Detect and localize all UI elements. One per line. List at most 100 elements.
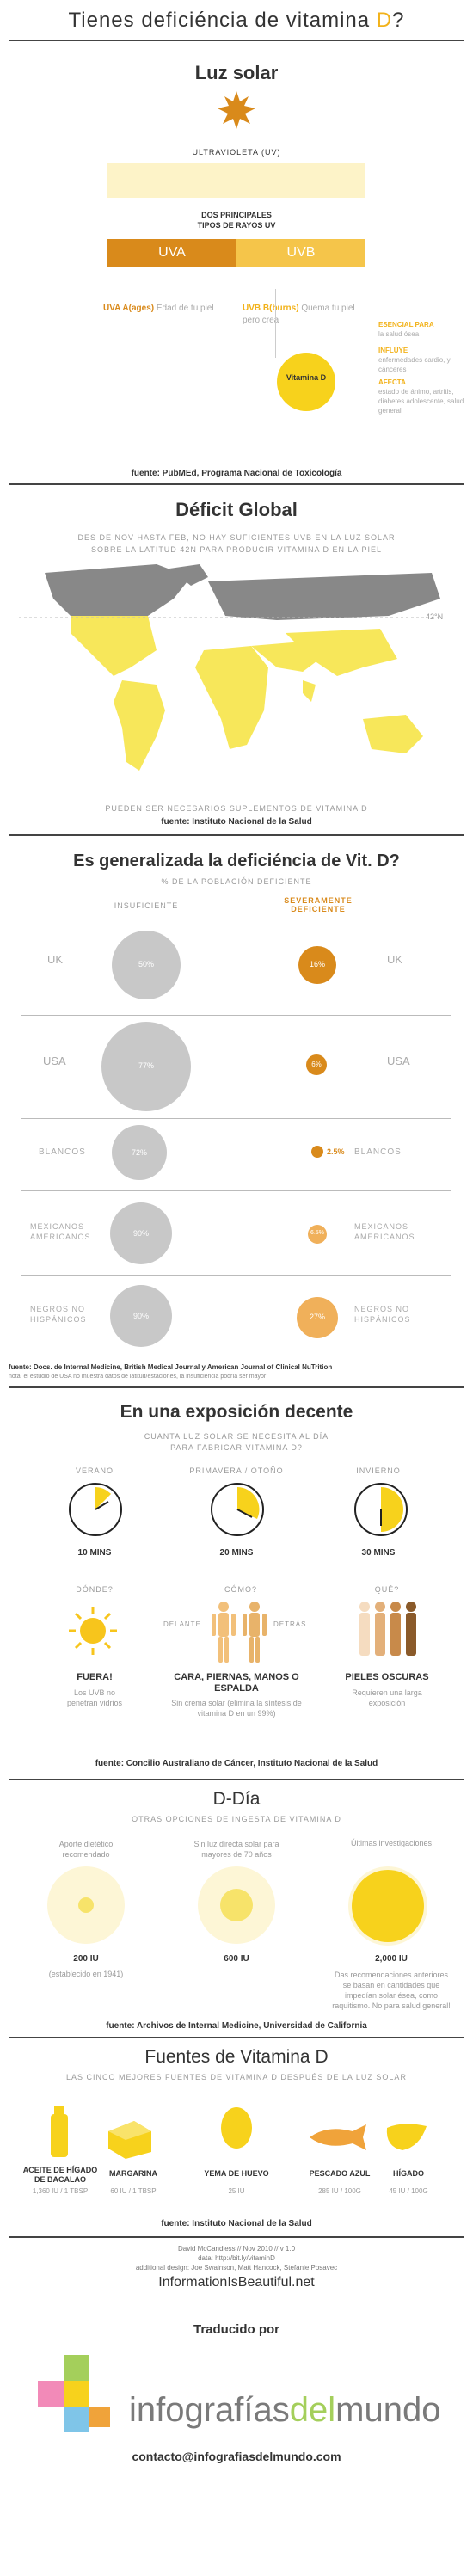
uva-desc: UVA A(ages) Edad de tu piel <box>103 304 214 313</box>
question-what: QUÉ? <box>374 1585 400 1594</box>
severe-circle <box>297 1297 338 1338</box>
liver-icon <box>385 2121 428 2152</box>
connector <box>275 289 276 358</box>
row-label-right: USA <box>387 1054 410 1067</box>
dose-desc: (establecido en 1941) <box>48 1970 124 1978</box>
global-bottom-note: PUEDEN SER NECESARIOS SUPLEMENTOS DE VIT… <box>105 804 368 813</box>
latitude-label: 42°N <box>426 612 444 621</box>
vitamin-d-label: Vitamina D <box>286 373 327 382</box>
source-global: fuente: Instituto Nacional de la Salud <box>161 817 312 827</box>
ddia-subtitle: OTRAS OPCIONES DE INGESTA DE VITAMINA D <box>132 1815 341 1823</box>
credit-line1: David McCandless // Nov 2010 // v 1.0 <box>177 2245 296 2253</box>
label-front: DELANTE <box>163 1620 201 1628</box>
uv-band <box>108 163 366 198</box>
severe-circle <box>308 1225 327 1244</box>
insufficient-value: 77% <box>138 1061 154 1070</box>
row-label-left: USA <box>43 1054 66 1067</box>
effects-list: ESENCIAL PARA la salud ósea INFLUYE enfe… <box>378 321 464 415</box>
row-label-left: MEXICANOS AMERICANOS <box>30 1222 91 1241</box>
severe-circle <box>298 946 336 984</box>
exposicion-sub1: CUANTA LUZ SOLAR SE NECESITA AL DÍA <box>144 1432 329 1441</box>
fuentes-subtitle: LAS CINCO MEJORES FUENTES DE VITAMINA D … <box>66 2073 407 2081</box>
dose-circle <box>78 1897 94 1913</box>
note-generalizada: nota: el estudio de USA no muestra datos… <box>9 1374 267 1380</box>
food-value: 60 IU / 1 TBSP <box>110 2187 157 2195</box>
iib-link[interactable]: InformationIsBeautiful.net <box>158 2275 315 2290</box>
divider <box>9 834 464 836</box>
dose-value: 2,000 IU <box>375 1954 408 1964</box>
insufficient-circle <box>110 1202 172 1264</box>
food-name: YEMA DE HUEVO <box>204 2169 269 2178</box>
food-value: 285 IU / 100G <box>318 2187 361 2195</box>
answer-how: CARA, PIERNAS, MANOS O ESPALDA <box>174 1672 299 1694</box>
dose-circle <box>220 1889 253 1921</box>
divider <box>9 1386 464 1388</box>
section-title-generalizada: Es generalizada la deficiéncia de Vit. D… <box>73 851 400 870</box>
contact-email[interactable]: contacto@infografiasdelmundo.com <box>132 2450 341 2463</box>
clock-icon <box>354 1483 408 1536</box>
credit-line3: additional design: Joe Swainson, Matt Ha… <box>135 2264 338 2272</box>
credit-line2: data: http://bit.ly/vitaminD <box>198 2254 275 2262</box>
source-luz: fuente: PubMEd, Programa Nacional de Tox… <box>131 469 342 478</box>
insufficient-circle <box>101 1022 191 1111</box>
row-divider <box>22 1118 452 1119</box>
cubes-logo-icon <box>38 2355 115 2432</box>
insufficient-circle <box>112 931 181 999</box>
vitamin-d-circle <box>277 353 335 411</box>
label-back: DETRÁS <box>273 1620 307 1628</box>
body-icon <box>206 1600 272 1665</box>
row-label-right: NEGROS NO HISPÁNICOS <box>354 1305 411 1324</box>
dose-header: Últimas investigaciones <box>350 1839 433 1847</box>
divider <box>9 40 464 41</box>
food-value: 45 IU / 100G <box>389 2187 428 2195</box>
clock-icon <box>69 1483 122 1536</box>
uv-types-label: DOS PRINCIPALES TIPOS DE RAYOS UV <box>197 211 276 230</box>
season-mins: 30 MINS <box>361 1548 396 1558</box>
food-name: HÍGADO <box>393 2169 424 2178</box>
severe-value: 2.5% <box>327 1147 345 1156</box>
dose-desc: Das recomendaciones anteriores se basan … <box>332 1970 451 2010</box>
answer-what-desc: Requieren una larga exposición <box>352 1688 422 1707</box>
section-title-fuentes: Fuentes de Vitamina D <box>144 2047 329 2067</box>
section-title-ddia: D-Día <box>212 1789 261 1809</box>
row-label-left: UK <box>47 953 64 966</box>
divider <box>9 483 464 485</box>
question-how: CÓMO? <box>224 1585 257 1594</box>
divider <box>9 1779 464 1780</box>
dark-skin-icon <box>353 1600 421 1665</box>
season-label: INVIERNO <box>356 1466 401 1475</box>
food-value: 25 IU <box>228 2187 245 2195</box>
row-label-right: UK <box>387 953 403 966</box>
source-fuentes: fuente: Instituto Nacional de la Salud <box>161 2219 312 2229</box>
uv-label: ULTRAVIOLETA (UV) <box>192 148 281 157</box>
translated-by: Traducido por <box>193 2322 280 2337</box>
food-name: ACEITE DE HÍGADO DE BACALAO <box>22 2166 98 2184</box>
row-label-left: NEGROS NO HISPÁNICOS <box>30 1305 87 1324</box>
severe-value: 27% <box>309 1313 325 1321</box>
food-name: MARGARINA <box>109 2169 157 2178</box>
row-divider <box>22 1275 452 1276</box>
world-map <box>19 564 449 796</box>
food-value: 1,360 IU / 1 TBSP <box>32 2187 89 2195</box>
severe-value: 16% <box>309 960 325 968</box>
dose-circle <box>352 1870 424 1942</box>
clock-icon <box>211 1483 264 1536</box>
severe-circle <box>306 1054 327 1075</box>
insufficient-circle <box>112 1125 167 1180</box>
season-label: VERANO <box>75 1466 114 1475</box>
insufficient-value: 50% <box>138 960 154 968</box>
egg-yolk-icon <box>221 2107 252 2149</box>
severe-value: 6% <box>311 1061 322 1068</box>
row-divider <box>22 1190 452 1191</box>
dose-header: Sin luz directa solar para mayores de 70… <box>194 1840 280 1859</box>
season-mins: 10 MINS <box>77 1548 112 1558</box>
source-exposicion: fuente: Concilio Australiano de Cáncer, … <box>95 1759 378 1768</box>
uvb-band: UVB <box>236 239 366 267</box>
insufficient-value: 90% <box>132 1312 149 1320</box>
fish-icon <box>310 2124 372 2150</box>
severe-circle <box>311 1146 323 1158</box>
row-divider <box>22 1015 452 1016</box>
answer-where-desc: Los UVB no penetran vidrios <box>66 1688 123 1707</box>
severe-value: 6.5% <box>310 1230 324 1236</box>
divider <box>9 2236 464 2238</box>
